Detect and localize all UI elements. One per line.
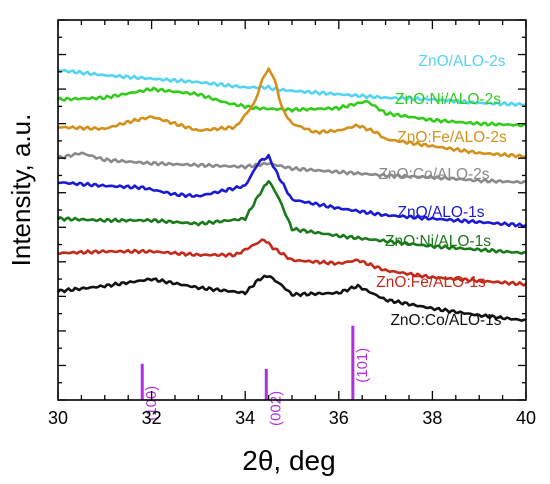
series-label-6: ZnO:Ni/ALO-1s (385, 233, 491, 250)
series-line-8 (57, 274, 526, 322)
series-line-3 (57, 67, 527, 159)
series-label-3: ZnO:Fe/ALO-2s (397, 129, 507, 146)
series-label-1: ZnO/ALO-2s (419, 53, 506, 70)
series-label-2: ZnO:Ni/ALO-2s (395, 91, 501, 108)
plot-area: ZnO/ALO-2s ZnO:Ni/ALO-2s ZnO:Fe/ALO-2s ZnO:… (48, 19, 536, 428)
x-tick-label-2: 32 (142, 408, 162, 428)
series-label-5: ZnO/ALO-1s (398, 204, 485, 221)
x-axis-label: 2θ, deg (242, 445, 335, 476)
reference-label-1: (100) (143, 386, 160, 421)
series-label-4: ZnO:Co/ALO-2s (378, 166, 489, 183)
reference-label-2: (002) (267, 391, 284, 426)
series-line-5 (57, 153, 527, 228)
x-tick-label-1: 30 (48, 408, 68, 428)
series-line-2 (57, 86, 527, 128)
x-tick-label-6: 40 (516, 408, 536, 428)
x-tick-label-4: 36 (329, 408, 349, 428)
series-label-7: ZnO:Fe/ALO-1s (376, 274, 486, 291)
reference-label-3: (101) (354, 348, 371, 383)
series-line-1 (57, 68, 527, 107)
y-axis-label: Intensity, a.u. (6, 114, 36, 267)
series-line-4 (56, 151, 527, 185)
series-label-8: ZnO:Co/ALO-1s (390, 312, 501, 329)
x-tick-label-3: 34 (235, 408, 255, 428)
x-tick-label-5: 38 (422, 408, 442, 428)
series-line-6 (57, 180, 527, 255)
series-line-7 (57, 238, 527, 287)
